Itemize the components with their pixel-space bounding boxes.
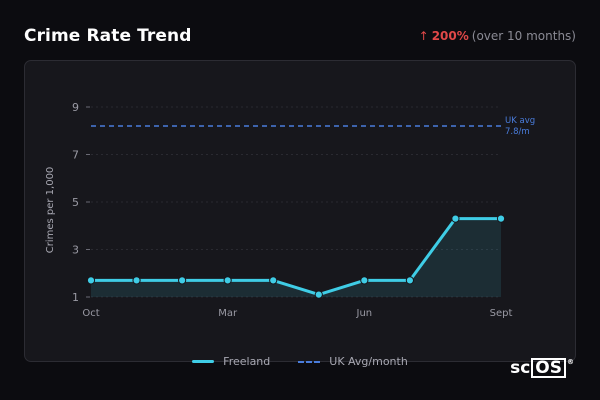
up-arrow-icon: ↑: [418, 29, 429, 43]
data-point: [451, 214, 460, 223]
y-tick-label: 7: [72, 149, 79, 162]
data-point: [223, 276, 232, 285]
data-point: [132, 276, 141, 285]
series-area-fill: [91, 218, 501, 297]
y-tick-label: 1: [72, 291, 79, 304]
chart-card: [24, 60, 576, 362]
chart-legend: Freeland UK Avg/month: [0, 355, 600, 368]
logo-prefix: sc: [510, 358, 531, 378]
chart-title: Crime Rate Trend: [24, 26, 192, 46]
data-point: [314, 290, 323, 299]
x-tick-label: Sept: [490, 308, 513, 319]
x-tick-label: Oct: [82, 308, 99, 319]
y-tick-label: 9: [72, 101, 79, 114]
data-point: [405, 276, 414, 285]
data-point: [86, 276, 96, 285]
data-point: [360, 276, 369, 285]
y-axis-label: Crimes per 1,000: [45, 167, 56, 254]
legend-swatch-dashed: [298, 360, 321, 363]
registered-mark: ®: [567, 358, 574, 366]
logo-boxed-text: OS: [531, 358, 566, 378]
legend-item-freeland[interactable]: Freeland: [192, 355, 270, 368]
x-tick-label: Mar: [218, 308, 238, 319]
data-point: [269, 276, 278, 285]
series-line-freeland: [89, 217, 503, 297]
x-tick-label: Jun: [356, 308, 373, 319]
data-point: [178, 276, 187, 285]
brand-logo: sc OS ®: [510, 358, 574, 378]
legend-label-freeland: Freeland: [223, 355, 271, 368]
uk-average-value-label: 7.8/m: [505, 127, 530, 137]
y-tick-label: 3: [72, 244, 79, 257]
legend-item-uk-avg[interactable]: UK Avg/month: [298, 355, 408, 368]
legend-swatch-solid: [192, 360, 215, 363]
change-percent: 200%: [431, 29, 469, 43]
data-point: [496, 214, 506, 223]
change-summary: ↑ 200% (over 10 months): [419, 29, 576, 43]
legend-label-uk-avg: UK Avg/month: [329, 355, 408, 368]
y-tick-label: 5: [72, 196, 79, 209]
uk-average-label: UK avg: [505, 116, 535, 126]
change-period: (over 10 months): [471, 29, 576, 43]
